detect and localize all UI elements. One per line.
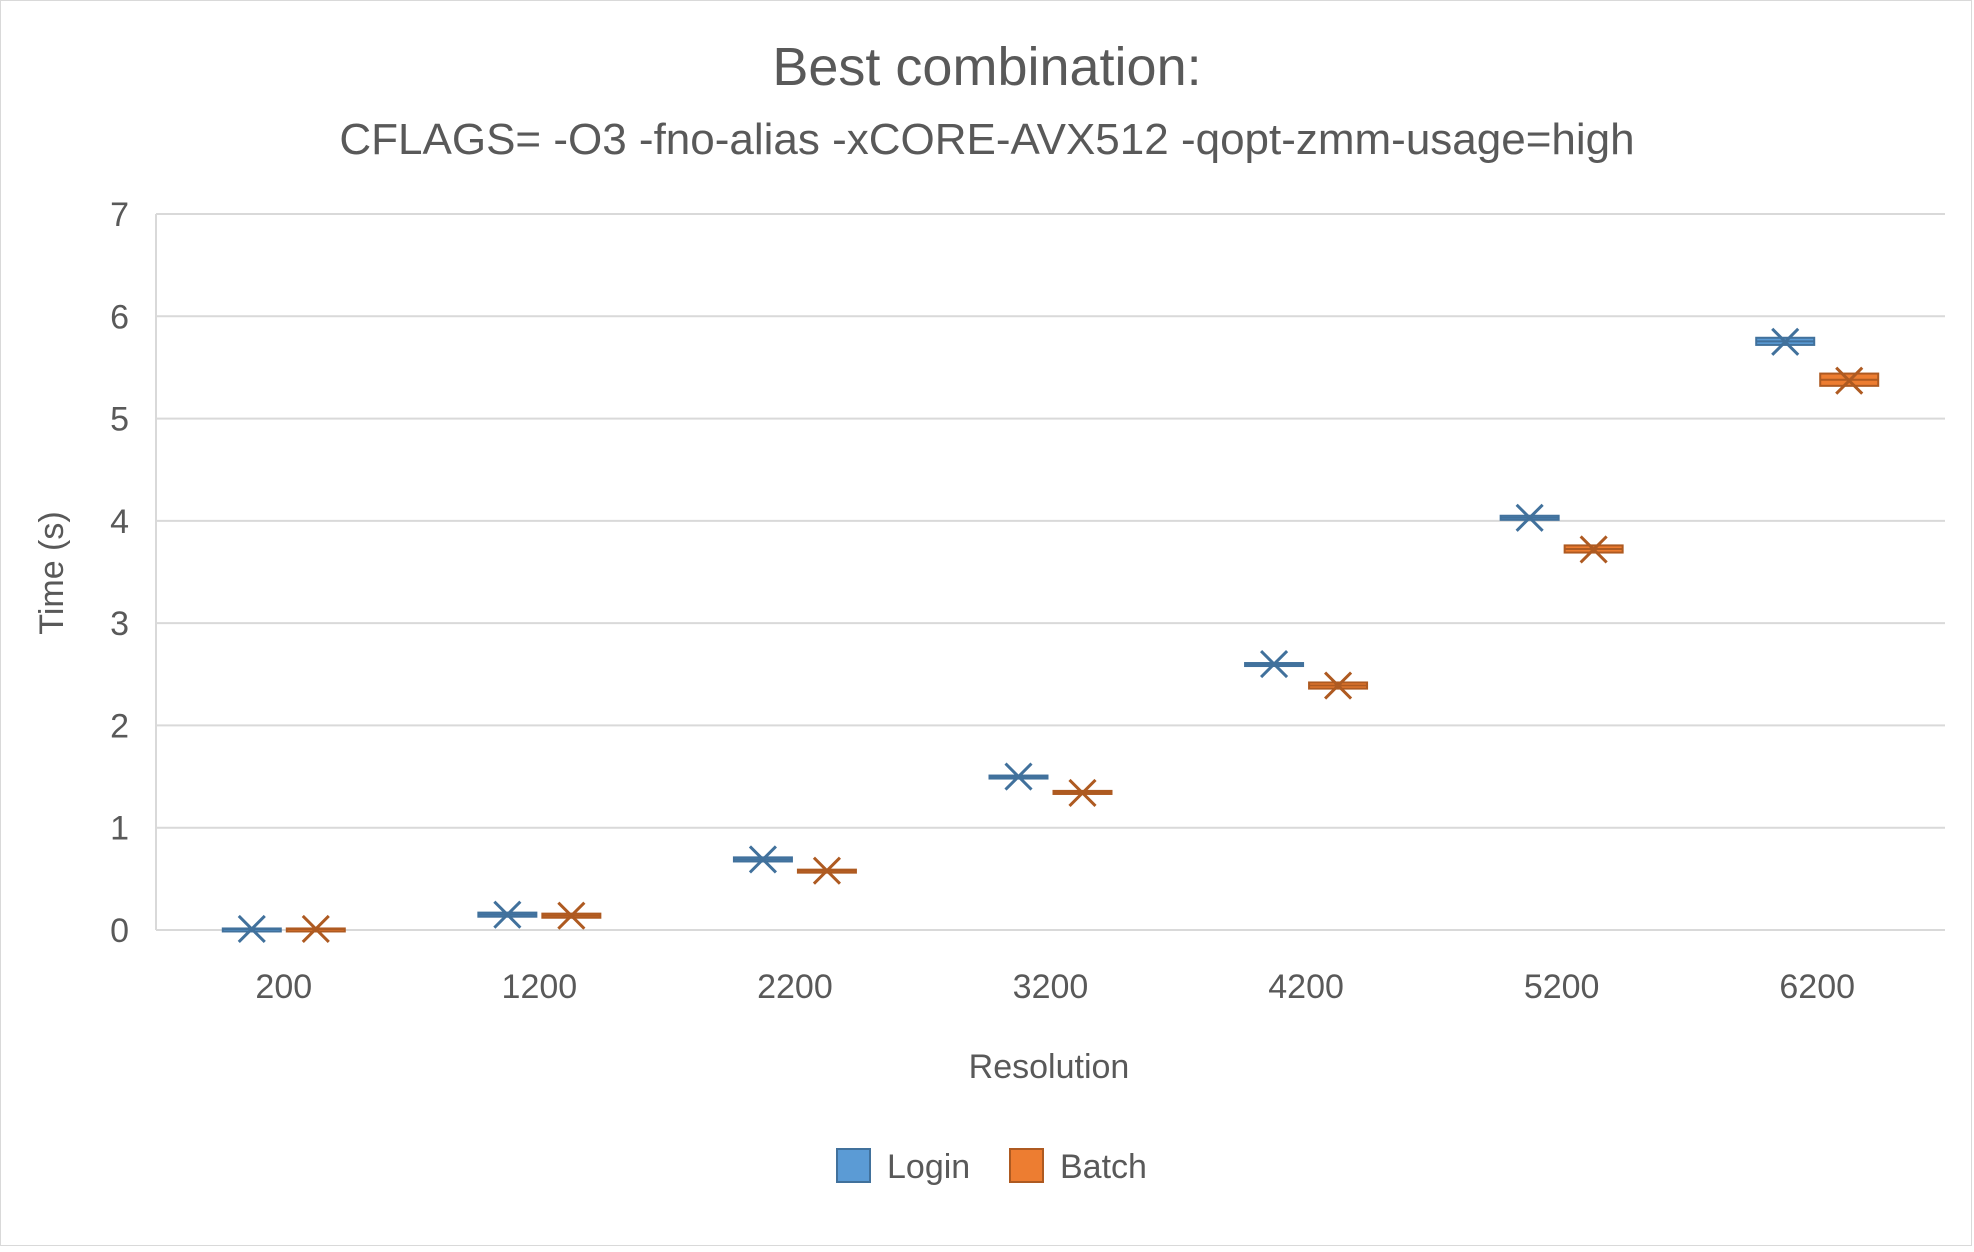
legend-swatch-batch bbox=[1009, 1148, 1044, 1183]
mean-marker bbox=[1260, 649, 1289, 679]
y-axis-label: Time (s) bbox=[33, 511, 71, 634]
chart-title: Best combination: bbox=[772, 37, 1201, 97]
x-tick-label: 4200 bbox=[1268, 968, 1344, 1006]
y-tick-label: 6 bbox=[110, 298, 129, 336]
x-tick-label: 200 bbox=[255, 968, 312, 1006]
y-tick-label: 3 bbox=[110, 605, 129, 643]
legend-label-batch: Batch bbox=[1060, 1148, 1147, 1186]
mean-marker bbox=[1835, 366, 1864, 395]
legend: Login Batch bbox=[836, 1148, 1147, 1186]
legend-swatch-login bbox=[836, 1148, 871, 1183]
gridlines bbox=[155, 213, 1945, 931]
x-axis-ticks: 200 1200 2200 3200 4200 5200 6200 bbox=[255, 968, 1855, 1006]
mean-marker bbox=[1068, 778, 1097, 807]
y-tick-label: 5 bbox=[110, 401, 129, 439]
y-tick-label: 7 bbox=[110, 196, 129, 234]
chart-subtitle: CFLAGS= -O3 -fno-alias -xCORE-AVX512 -qo… bbox=[339, 115, 1634, 164]
mean-marker bbox=[1324, 671, 1353, 700]
plot-marks bbox=[221, 327, 1880, 944]
y-axis-ticks: 0 1 2 3 4 5 6 7 bbox=[110, 196, 129, 950]
x-tick-label: 3200 bbox=[1013, 968, 1089, 1006]
mean-marker bbox=[557, 901, 586, 930]
x-tick-label: 2200 bbox=[757, 968, 833, 1006]
mean-marker bbox=[1515, 503, 1544, 532]
x-tick-label: 5200 bbox=[1524, 968, 1600, 1006]
x-axis-label: Resolution bbox=[969, 1048, 1130, 1086]
y-tick-label: 1 bbox=[110, 810, 129, 848]
y-tick-label: 0 bbox=[110, 912, 129, 950]
mean-marker bbox=[1771, 327, 1800, 356]
mean-marker bbox=[493, 900, 522, 929]
mean-marker bbox=[301, 914, 330, 944]
x-tick-label: 6200 bbox=[1779, 968, 1855, 1006]
y-tick-label: 2 bbox=[110, 707, 129, 745]
x-tick-label: 1200 bbox=[502, 968, 578, 1006]
mean-marker bbox=[237, 914, 266, 944]
mean-marker bbox=[1004, 762, 1033, 791]
mean-marker bbox=[1579, 535, 1608, 564]
y-tick-label: 4 bbox=[110, 503, 129, 541]
mean-marker bbox=[812, 856, 841, 885]
legend-label-login: Login bbox=[887, 1148, 970, 1186]
mean-marker bbox=[748, 845, 777, 874]
